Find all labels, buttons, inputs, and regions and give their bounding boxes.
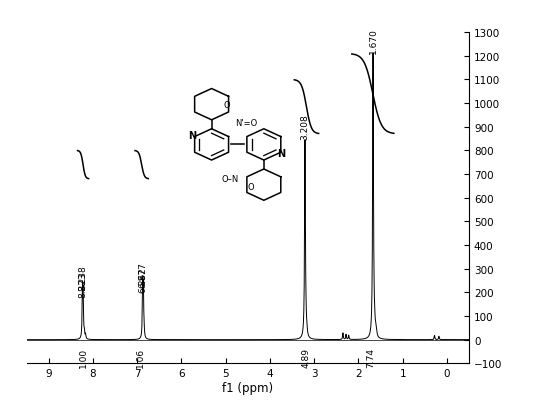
Text: 4.89: 4.89 xyxy=(302,348,311,368)
Text: 7.74: 7.74 xyxy=(366,348,375,368)
Text: 3.208: 3.208 xyxy=(301,114,310,139)
Text: 6.877: 6.877 xyxy=(138,261,147,287)
Text: N: N xyxy=(278,149,286,159)
Text: 8.223: 8.223 xyxy=(79,272,87,297)
Text: 1.00: 1.00 xyxy=(79,347,88,368)
Text: O–N: O–N xyxy=(222,175,239,184)
X-axis label: f1 (ppm): f1 (ppm) xyxy=(222,381,273,394)
Text: N'=O: N'=O xyxy=(235,118,257,127)
Text: O: O xyxy=(223,101,230,110)
Text: 8.238: 8.238 xyxy=(78,265,87,291)
Text: 1.06: 1.06 xyxy=(136,347,146,368)
Text: N: N xyxy=(188,131,196,141)
Text: 6.862: 6.862 xyxy=(139,267,148,293)
Text: 1.670: 1.670 xyxy=(368,28,377,54)
Text: O: O xyxy=(247,182,254,191)
